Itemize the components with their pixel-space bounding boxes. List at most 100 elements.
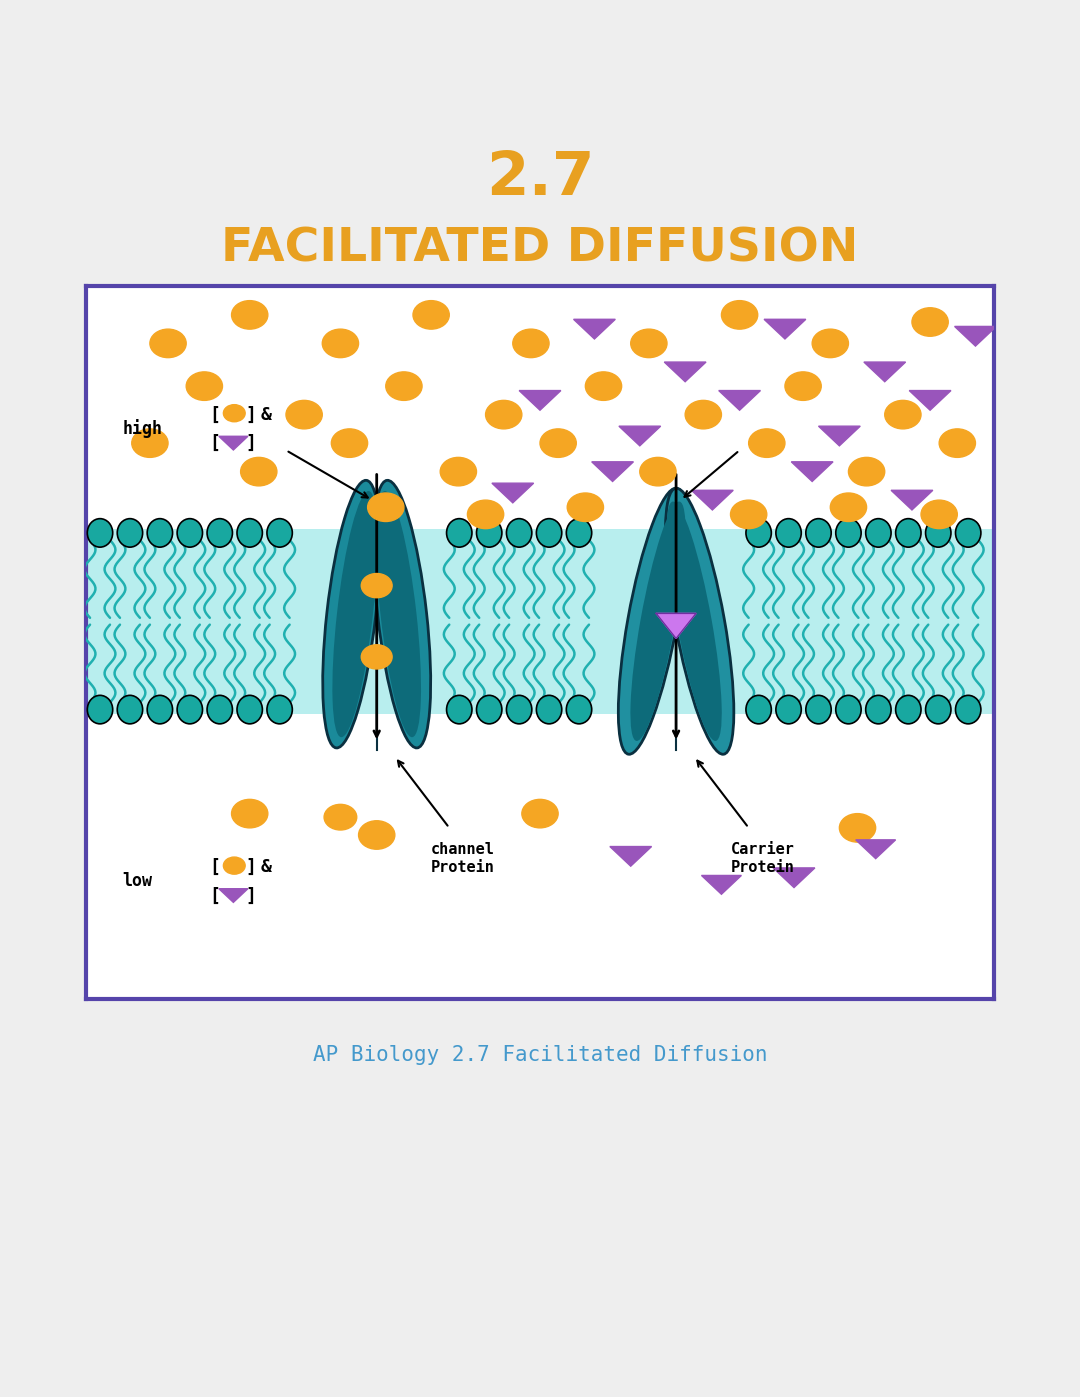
Text: FACILITATED DIFFUSION: FACILITATED DIFFUSION xyxy=(221,226,859,271)
Polygon shape xyxy=(664,362,706,381)
Circle shape xyxy=(224,858,245,875)
Text: high: high xyxy=(123,419,163,439)
Ellipse shape xyxy=(118,696,143,724)
Ellipse shape xyxy=(537,696,562,724)
Ellipse shape xyxy=(376,490,421,738)
Ellipse shape xyxy=(147,518,173,548)
Text: ]: ] xyxy=(245,434,256,453)
Polygon shape xyxy=(619,426,661,446)
Ellipse shape xyxy=(267,696,293,724)
Polygon shape xyxy=(519,391,561,411)
Text: &: & xyxy=(260,858,271,876)
Circle shape xyxy=(150,330,186,358)
Ellipse shape xyxy=(566,696,592,724)
Circle shape xyxy=(386,372,422,401)
Circle shape xyxy=(231,799,268,828)
Polygon shape xyxy=(764,320,806,339)
Ellipse shape xyxy=(926,518,951,548)
Ellipse shape xyxy=(333,490,378,738)
Ellipse shape xyxy=(507,518,531,548)
Ellipse shape xyxy=(446,518,472,548)
Circle shape xyxy=(685,401,721,429)
Ellipse shape xyxy=(866,696,891,724)
Circle shape xyxy=(362,574,392,598)
Ellipse shape xyxy=(118,518,143,548)
Circle shape xyxy=(486,401,522,429)
Circle shape xyxy=(224,405,245,422)
Circle shape xyxy=(286,401,322,429)
Ellipse shape xyxy=(895,518,921,548)
Circle shape xyxy=(631,330,667,358)
Ellipse shape xyxy=(746,696,771,724)
Circle shape xyxy=(359,820,395,849)
Circle shape xyxy=(522,799,558,828)
Ellipse shape xyxy=(87,518,112,548)
Circle shape xyxy=(231,300,268,330)
Bar xyxy=(86,528,994,714)
Text: [: [ xyxy=(208,887,219,904)
Circle shape xyxy=(812,330,849,358)
Ellipse shape xyxy=(806,696,832,724)
Ellipse shape xyxy=(237,696,262,724)
Polygon shape xyxy=(792,462,833,482)
Ellipse shape xyxy=(775,518,801,548)
Circle shape xyxy=(885,401,921,429)
Circle shape xyxy=(940,429,975,457)
Circle shape xyxy=(849,457,885,486)
Circle shape xyxy=(332,429,367,457)
Circle shape xyxy=(241,457,276,486)
Circle shape xyxy=(132,429,168,457)
Text: AP Biology 2.7 Facilitated Diffusion: AP Biology 2.7 Facilitated Diffusion xyxy=(313,1045,767,1065)
Polygon shape xyxy=(909,391,951,411)
Circle shape xyxy=(721,300,758,330)
Ellipse shape xyxy=(866,518,891,548)
Ellipse shape xyxy=(836,696,861,724)
Circle shape xyxy=(362,645,392,669)
Ellipse shape xyxy=(895,696,921,724)
Polygon shape xyxy=(702,876,741,894)
Ellipse shape xyxy=(476,518,502,548)
Circle shape xyxy=(186,372,222,401)
Ellipse shape xyxy=(147,696,173,724)
Polygon shape xyxy=(855,840,895,859)
Text: &: & xyxy=(260,405,271,423)
Circle shape xyxy=(785,372,821,401)
Circle shape xyxy=(413,300,449,330)
Circle shape xyxy=(441,457,476,486)
Ellipse shape xyxy=(507,696,531,724)
Ellipse shape xyxy=(207,518,232,548)
Polygon shape xyxy=(592,462,634,482)
Circle shape xyxy=(730,500,767,528)
Ellipse shape xyxy=(631,502,686,740)
Circle shape xyxy=(912,307,948,337)
Circle shape xyxy=(639,457,676,486)
Text: Carrier
Protein: Carrier Protein xyxy=(730,842,795,875)
Ellipse shape xyxy=(619,488,687,754)
Circle shape xyxy=(831,493,866,521)
Ellipse shape xyxy=(207,696,232,724)
Circle shape xyxy=(468,500,503,528)
Polygon shape xyxy=(610,847,651,866)
Text: low: low xyxy=(123,872,152,890)
Ellipse shape xyxy=(926,696,951,724)
Text: ]: ] xyxy=(245,887,256,904)
Circle shape xyxy=(513,330,549,358)
Text: [: [ xyxy=(208,858,219,876)
Circle shape xyxy=(567,493,604,521)
Polygon shape xyxy=(773,868,815,887)
Ellipse shape xyxy=(806,518,832,548)
Polygon shape xyxy=(219,888,248,902)
Ellipse shape xyxy=(566,518,592,548)
Text: [: [ xyxy=(208,434,219,453)
Circle shape xyxy=(585,372,622,401)
Polygon shape xyxy=(691,490,733,510)
Ellipse shape xyxy=(775,696,801,724)
Ellipse shape xyxy=(237,518,262,548)
Ellipse shape xyxy=(374,481,431,747)
Circle shape xyxy=(748,429,785,457)
Circle shape xyxy=(540,429,577,457)
Circle shape xyxy=(367,493,404,521)
Polygon shape xyxy=(718,391,760,411)
Polygon shape xyxy=(819,426,861,446)
Ellipse shape xyxy=(476,696,502,724)
